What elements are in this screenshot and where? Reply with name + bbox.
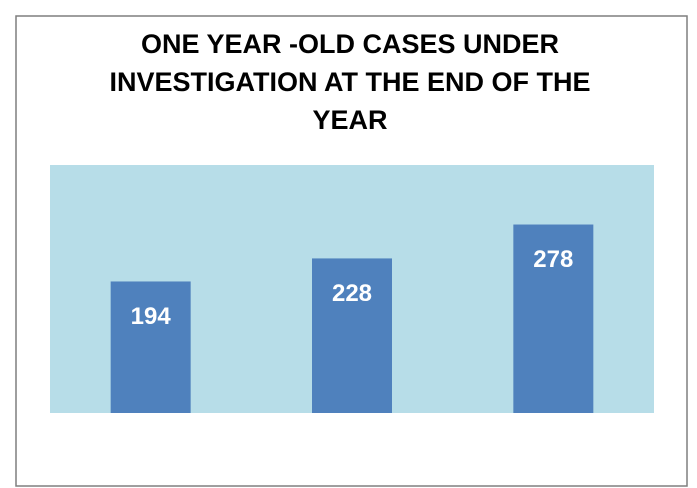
bar xyxy=(312,258,392,413)
data-label: 228 xyxy=(332,280,372,307)
chart-title: ONE YEAR -OLD CASES UNDER INVESTIGATION … xyxy=(109,29,591,135)
data-label: 278 xyxy=(533,246,573,273)
bar xyxy=(110,281,191,413)
bar xyxy=(513,224,594,413)
data-label: 194 xyxy=(131,303,172,330)
